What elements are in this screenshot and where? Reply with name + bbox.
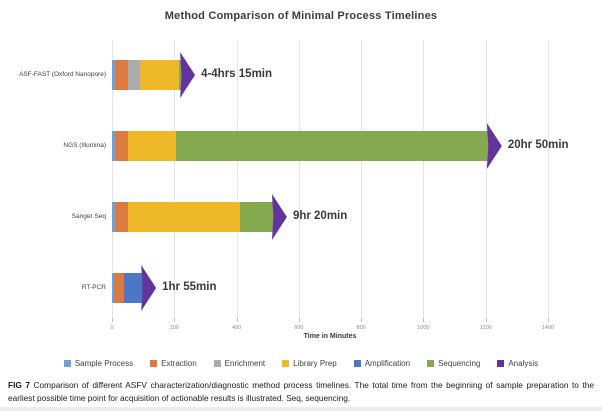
bar-row	[112, 60, 183, 90]
bar-segment-sequencing	[178, 60, 183, 90]
x-tickmark-800	[361, 318, 363, 322]
bar-segment-enrichment	[127, 60, 141, 90]
legend-item-analysis: Analysis	[497, 359, 538, 368]
bar-row	[112, 273, 144, 303]
legend-swatch-icon	[63, 360, 71, 367]
bar-row	[112, 202, 274, 232]
legend-swatch-icon	[150, 360, 158, 367]
legend-label: Library Prep	[293, 359, 337, 368]
bar-segment-extraction	[115, 131, 128, 161]
x-tickmark-400	[236, 318, 238, 322]
page-edge-strip	[0, 407, 602, 411]
x-tick-label-800: 800	[356, 325, 366, 331]
x-tickmark-1400	[548, 318, 549, 322]
x-tickmark-200	[174, 318, 176, 322]
legend-swatch-icon	[353, 360, 361, 367]
gridline-400	[236, 40, 238, 318]
bar-segment-extraction	[113, 273, 125, 303]
category-label: Sanger Seq	[71, 213, 106, 220]
figure-caption: FIG 7 Comparison of different ASFV chara…	[8, 379, 594, 405]
bar-segment-extraction	[115, 202, 128, 232]
x-tickmark-1200	[485, 318, 487, 322]
category-label: RT-PCR	[81, 284, 106, 291]
analysis-arrow	[180, 52, 196, 98]
x-tick-label-1200: 1200	[479, 325, 492, 331]
bar-segment-sample-process	[112, 60, 116, 90]
legend-label: Analysis	[508, 359, 539, 368]
x-tickmark-600	[298, 318, 300, 322]
caption-prefix: FIG 7	[8, 380, 30, 390]
legend-label: Extraction	[161, 359, 197, 368]
legend-swatch-icon	[213, 360, 221, 367]
analysis-arrow	[271, 194, 287, 240]
gridline-0	[112, 40, 113, 318]
bar-segment-sequencing	[175, 131, 489, 161]
x-axis-label: Time in Minutes	[303, 333, 357, 340]
x-tick-label-400: 400	[231, 325, 242, 331]
legend-item-sequencing: Sequencing	[427, 359, 480, 368]
gridline-1400	[548, 40, 549, 318]
bar-segment-sequencing	[239, 202, 274, 232]
gridline-800	[361, 40, 363, 318]
plot-area: 0 200 400 600 800 1000 1200 1400 4-4hrs 15min 20h…	[110, 40, 569, 331]
legend-label: Sequencing	[438, 359, 481, 368]
bar-segment-sample-process	[112, 202, 116, 232]
analysis-arrow	[141, 265, 157, 311]
x-tickmark-1000	[423, 318, 425, 322]
legend-item-sample-process: Sample Process	[63, 359, 134, 368]
category-label: NGS (Illumina)	[63, 142, 106, 149]
legend-label: Enrichment	[224, 359, 266, 368]
legend-swatch-icon	[282, 360, 290, 367]
caption-text: Comparison of different ASFV characteriz…	[8, 380, 594, 403]
bar-segment-library-prep	[140, 60, 179, 90]
bar-segment-amplification	[124, 273, 144, 303]
legend-label: Sample Process	[74, 359, 134, 368]
gridline-200	[174, 40, 176, 318]
legend-item-extraction: Extraction	[150, 359, 197, 368]
bar-segment-library-prep	[127, 131, 176, 161]
x-tick-label-200: 200	[169, 325, 179, 331]
legend-item-enrichment: Enrichment	[213, 359, 266, 368]
bar-segment-library-prep	[127, 202, 240, 232]
legend: Sample Process Extraction Enrichment Librar…	[0, 359, 602, 368]
legend-item-library-prep: Library Prep	[282, 359, 337, 368]
bar-segment-sample-process	[112, 273, 114, 303]
analysis-arrow	[486, 123, 502, 169]
legend-label: Amplification	[364, 359, 411, 368]
chart-title: Method Comparison of Minimal Process Tim…	[164, 10, 438, 22]
x-tick-label-1000: 1000	[417, 325, 430, 331]
legend-swatch-icon	[427, 360, 435, 367]
gridline-1000	[423, 40, 425, 318]
bar-segment-sample-process	[112, 131, 116, 161]
category-label: ASF-FAST (Oxford Nanopore)	[19, 71, 106, 78]
total-time-annotation: 20hr 50min	[507, 139, 569, 151]
gridline-600	[298, 40, 300, 318]
total-time-annotation: 9hr 20min	[292, 210, 348, 222]
total-time-annotation: 1hr 55min	[162, 281, 217, 293]
x-tickmark-0	[112, 318, 113, 322]
x-tick-label-600: 600	[294, 325, 304, 331]
legend-item-amplification: Amplification	[353, 359, 411, 368]
x-tick-label-1400: 1400	[541, 325, 555, 331]
total-time-annotation: 4-4hrs 15min	[201, 68, 273, 80]
bar-row	[112, 131, 489, 161]
legend-swatch-icon	[497, 360, 505, 367]
x-tick-label-0: 0	[110, 325, 114, 331]
gridline-1200	[485, 40, 487, 318]
bar-segment-extraction	[115, 60, 128, 90]
